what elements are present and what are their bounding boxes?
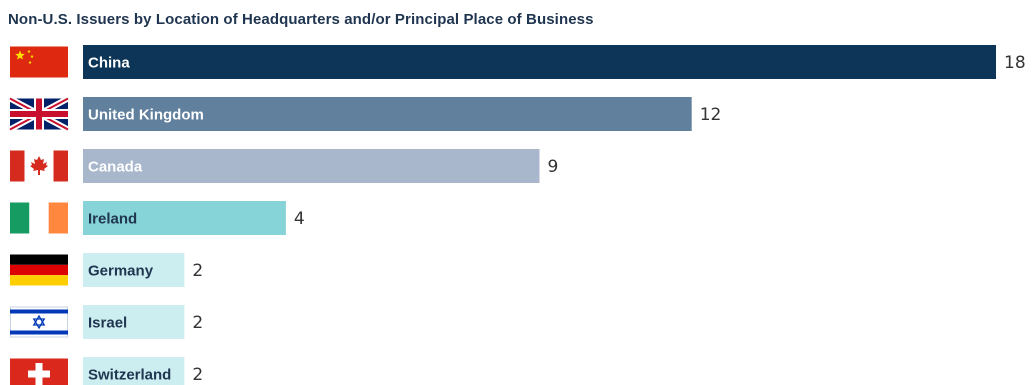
bar-label: United Kingdom (88, 107, 204, 124)
bar-label: Canada (88, 159, 143, 176)
value-label: 2 (192, 261, 203, 281)
value-label: 9 (548, 157, 559, 177)
germany-flag-icon (10, 254, 68, 286)
bar-label: China (88, 55, 130, 72)
bar-label: Switzerland (88, 367, 171, 384)
bar-china (83, 45, 996, 79)
uk-flag-icon (8, 95, 70, 133)
bar-ireland (83, 201, 286, 235)
ireland-flag-icon (10, 202, 68, 234)
value-label: 2 (192, 365, 203, 385)
bar-united-kingdom (83, 97, 692, 131)
bar-label: Germany (88, 263, 154, 280)
chart-title: Non-U.S. Issuers by Location of Headquar… (8, 11, 594, 28)
bar-canada (83, 149, 540, 183)
bar-label: Ireland (88, 211, 137, 228)
value-label: 4 (294, 209, 305, 229)
china-flag-icon (10, 46, 68, 78)
value-label: 18 (1004, 53, 1026, 73)
value-label: 12 (700, 105, 722, 125)
canada-flag-icon (10, 150, 68, 182)
bar-switzerland (83, 357, 185, 385)
switzerland-flag-icon (10, 358, 68, 385)
bar-israel (83, 305, 185, 339)
bar-label: Israel (88, 315, 127, 332)
israel-flag-icon (10, 306, 68, 338)
value-label: 2 (192, 313, 203, 333)
bar-germany (83, 253, 185, 287)
